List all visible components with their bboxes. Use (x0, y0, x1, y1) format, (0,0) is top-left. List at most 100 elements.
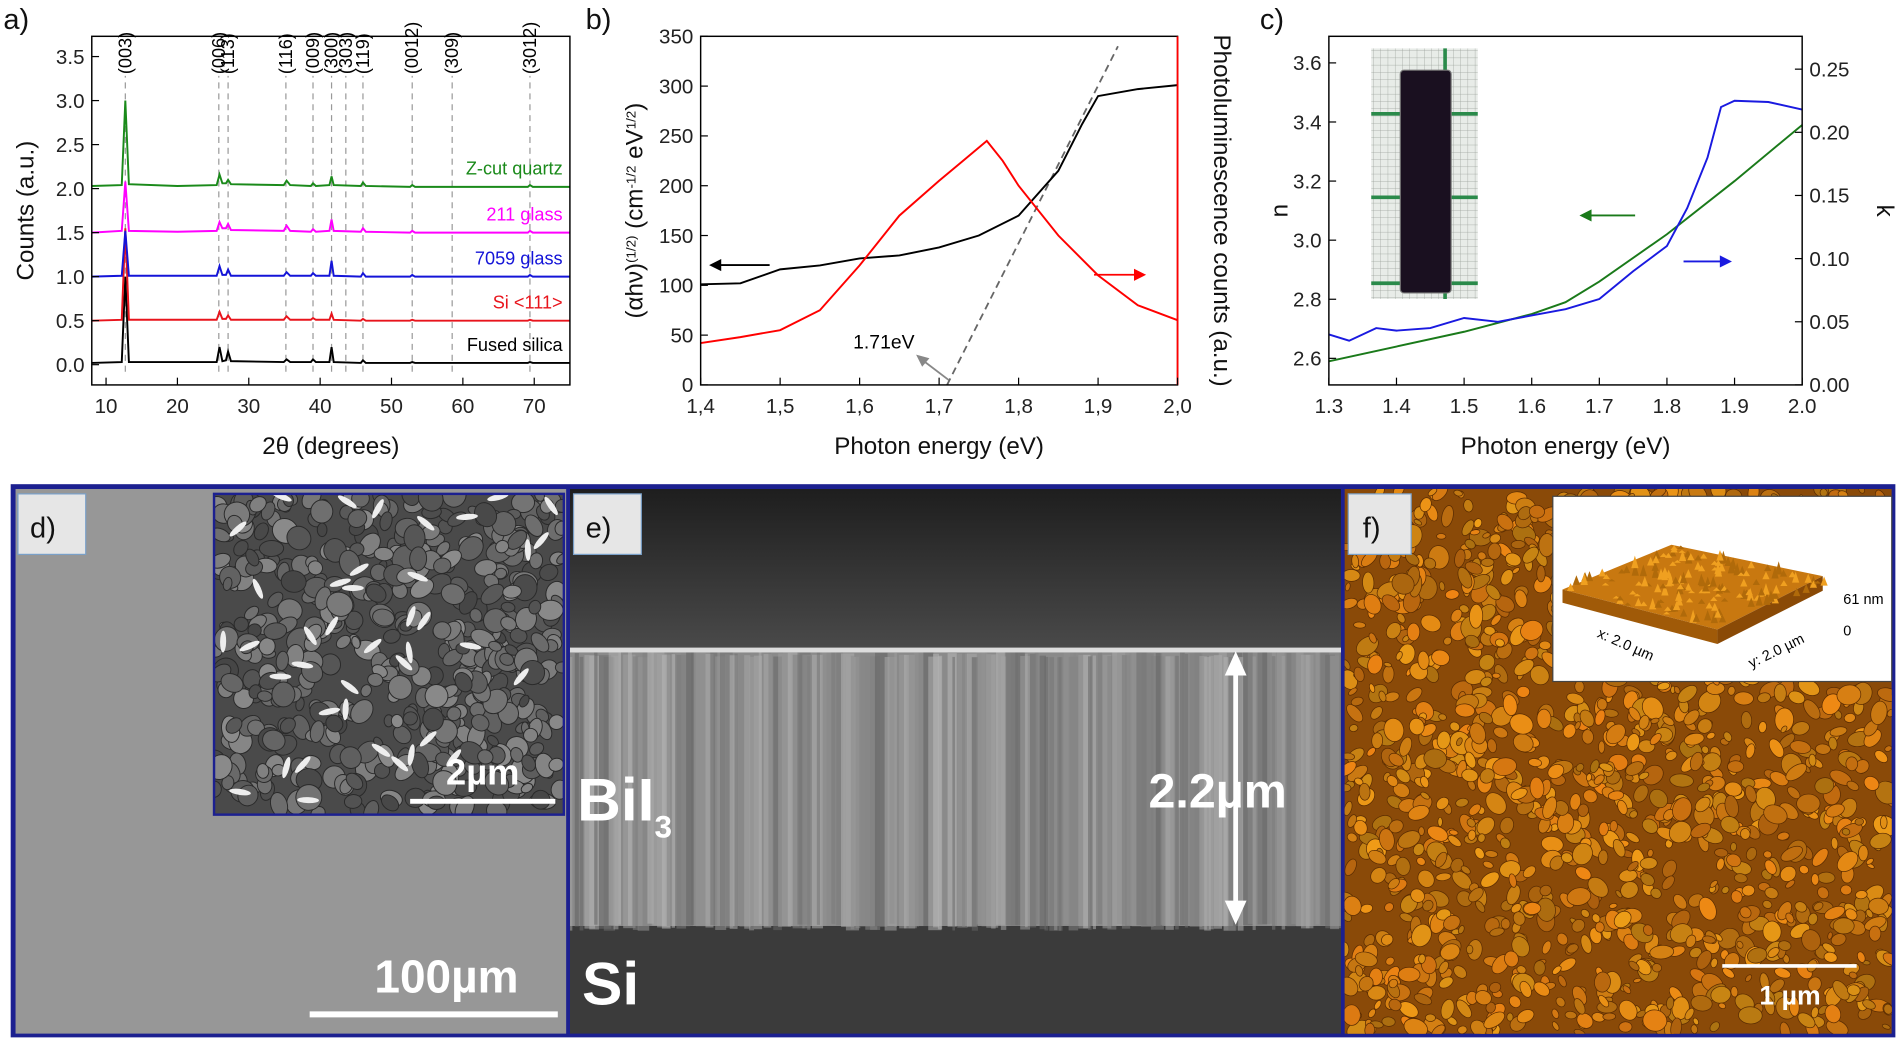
column (753, 655, 763, 930)
y-tick-label: 3.6 (1293, 52, 1322, 75)
grain (1353, 621, 1367, 629)
column (1310, 652, 1314, 926)
y-axis-label-part: ) (622, 103, 649, 111)
grain (1344, 569, 1361, 582)
peak-label: (309) (442, 32, 462, 74)
chart: 1,4 1,5 1,6 1,7 1,8 1,9 2,0 0 50 100 150 200 250 300 3… (622, 26, 1235, 460)
grain (409, 578, 435, 599)
series-line (700, 84, 1178, 286)
grain (1745, 743, 1756, 759)
bright-grain (337, 495, 357, 509)
grain (1536, 708, 1552, 729)
column (831, 650, 836, 924)
grain (392, 725, 412, 745)
grain (1385, 956, 1395, 966)
scale-label: 1 µm (1759, 981, 1820, 1011)
bright-grain (329, 578, 351, 587)
series-line (91, 276, 570, 364)
grain (1811, 848, 1829, 867)
bright-grain (341, 585, 364, 592)
grain (1508, 995, 1522, 1009)
film-subscript: 3 (655, 810, 673, 845)
grain (1538, 640, 1552, 650)
y-tick-label: 350 (659, 26, 693, 49)
column (613, 655, 619, 930)
series-label: 211 glass (486, 205, 562, 225)
column (995, 651, 1005, 925)
series-label: Si <111> (493, 293, 563, 313)
grain (494, 567, 508, 580)
bright-grain (282, 757, 291, 779)
grain (1625, 831, 1640, 844)
bright-grain (544, 496, 558, 516)
x-tick-label: 1.3 (1315, 395, 1344, 418)
grain (488, 640, 503, 652)
arrowhead (709, 259, 722, 272)
column (1325, 654, 1335, 929)
grain (1881, 1023, 1891, 1030)
column (933, 653, 939, 928)
column (942, 651, 950, 925)
peak-label: (3012) (520, 22, 540, 74)
x-tick-label: 50 (380, 395, 403, 418)
column (1155, 653, 1163, 927)
grain (1839, 797, 1858, 818)
grain (1817, 871, 1836, 884)
grain (474, 502, 498, 528)
grain (1499, 816, 1514, 835)
grain (1727, 760, 1745, 773)
peak-label: (119) (353, 33, 373, 74)
column (758, 650, 762, 924)
bright-grain (229, 788, 251, 796)
y2-tick-label: 0.20 (1809, 122, 1849, 145)
grain (316, 522, 328, 538)
bright-grain (391, 756, 409, 772)
grain (1722, 967, 1735, 979)
grain (1618, 1021, 1633, 1033)
y-tick-label: 0 (682, 374, 693, 397)
panel-label: b) (586, 4, 612, 36)
grain (1796, 793, 1821, 814)
grain (1846, 780, 1860, 791)
x-tick-label: 1.6 (1517, 395, 1546, 418)
grain (417, 493, 444, 512)
column (1126, 651, 1134, 926)
bright-grain (406, 606, 416, 627)
grain (402, 711, 418, 726)
x-axis-label: Photon energy (eV) (834, 433, 1044, 460)
bright-grain (372, 499, 384, 519)
series-label: Fused silica (467, 335, 564, 355)
peak-label: (303) (336, 32, 356, 74)
grain (1349, 724, 1359, 732)
grain (286, 525, 312, 551)
column (1213, 655, 1222, 929)
scale-label: 100µm (374, 951, 518, 1003)
bright-grain (269, 673, 292, 680)
column (913, 652, 920, 927)
grain (1768, 738, 1785, 758)
grain (1587, 876, 1609, 898)
y-tick-label: 2.5 (56, 134, 85, 157)
panel-label: d) (30, 512, 56, 544)
grain (1564, 1010, 1577, 1020)
grain (1879, 815, 1888, 830)
grain (550, 779, 564, 800)
grain (1419, 497, 1432, 513)
column (1330, 655, 1340, 930)
column (981, 652, 988, 927)
bright-grain (533, 532, 549, 550)
grain (1618, 999, 1638, 1021)
bright-grain (318, 707, 341, 716)
y-tick-label: 150 (659, 225, 693, 248)
y-tick-label: 0.0 (56, 354, 85, 377)
grain (486, 734, 499, 747)
grain (310, 499, 334, 524)
y-tick-label: 3.2 (1293, 170, 1322, 193)
grain (1727, 685, 1736, 696)
grain (1443, 636, 1453, 646)
grain (1730, 842, 1737, 852)
bright-grain (446, 749, 462, 767)
grain (345, 772, 364, 790)
column (1199, 655, 1207, 930)
grain (537, 599, 564, 621)
